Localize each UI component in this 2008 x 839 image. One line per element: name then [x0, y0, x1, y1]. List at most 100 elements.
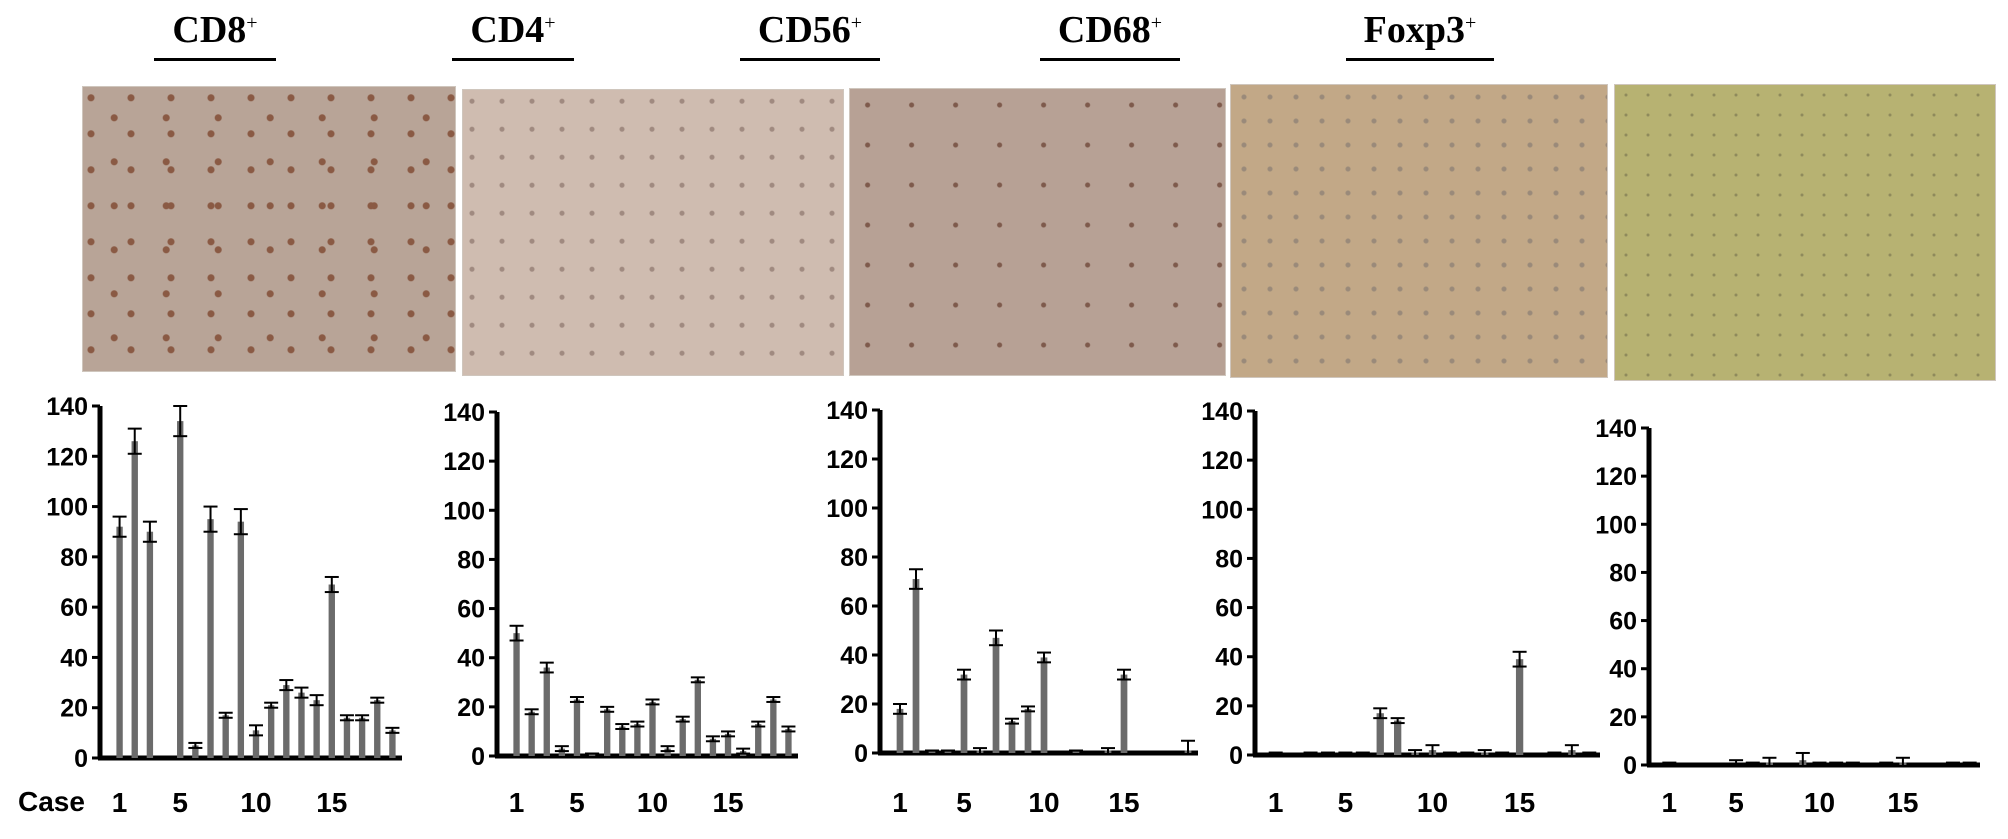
bar: [374, 700, 381, 758]
panel-marker: CD56: [757, 9, 851, 51]
bar: [343, 717, 351, 758]
y-tick-label: 60: [60, 594, 88, 622]
y-tick-label: 140: [46, 393, 88, 421]
bar: [755, 724, 762, 756]
panel-title-cd8: CD8+: [25, 8, 405, 61]
x-tick-label: 15: [1504, 787, 1535, 818]
panel-title-cd56: CD56+: [620, 8, 1000, 61]
bar: [634, 724, 641, 756]
bar: [770, 699, 777, 756]
x-tick-label: 1: [112, 787, 128, 818]
y-tick-label: 60: [1609, 608, 1637, 636]
y-tick-label: 140: [1595, 415, 1637, 443]
bar: [896, 708, 904, 753]
bar: [298, 692, 305, 758]
y-tick-label: 0: [1623, 752, 1637, 780]
y-tick-label: 120: [46, 443, 88, 471]
x-tick-label: 15: [712, 787, 743, 818]
panel-marker: CD8: [172, 9, 247, 51]
x-tick-label: 10: [637, 787, 668, 818]
y-tick-label: 0: [1229, 742, 1243, 770]
case-label: Case: [18, 786, 85, 817]
bar: [1072, 750, 1080, 753]
bar: [1024, 708, 1032, 753]
y-tick-label: 20: [1609, 704, 1637, 732]
bar: [928, 750, 936, 753]
y-tick-label: 0: [471, 743, 485, 771]
y-tick-label: 120: [1201, 447, 1243, 475]
bar: [1376, 713, 1384, 755]
y-tick-label: 20: [60, 695, 88, 723]
x-tick-label: 1: [892, 787, 908, 818]
panel-sup: +: [1465, 12, 1477, 34]
bar: [207, 519, 214, 758]
bar: [649, 701, 656, 756]
panel-marker: Foxp3: [1363, 9, 1466, 51]
panel-sup: +: [850, 12, 863, 34]
bar: [313, 700, 320, 758]
bar: [604, 709, 611, 756]
bar: [1120, 674, 1128, 753]
panel-sup: +: [544, 12, 556, 34]
bar: [252, 730, 260, 758]
y-tick-label: 40: [60, 644, 88, 672]
y-tick-label: 100: [1201, 496, 1243, 524]
bar: [1008, 721, 1016, 753]
y-tick-label: 40: [1215, 644, 1243, 672]
x-tick-label: 5: [1338, 787, 1354, 818]
y-tick-label: 140: [1201, 398, 1243, 426]
y-tick-label: 20: [457, 694, 485, 722]
bar: [267, 705, 275, 758]
bar: [573, 699, 581, 756]
bar: [912, 579, 920, 753]
bar: [588, 753, 596, 756]
y-tick-label: 60: [1215, 595, 1243, 623]
panel-title-cd68: CD68+: [920, 8, 1300, 61]
panel-marker: CD4: [470, 9, 545, 51]
y-tick-label: 120: [826, 446, 868, 474]
panel-sup: +: [1150, 12, 1163, 34]
bar: [619, 726, 626, 756]
x-tick-label: 10: [1417, 787, 1448, 818]
x-tick-label: 5: [1728, 787, 1744, 818]
bar: [146, 531, 154, 758]
bar: [237, 521, 245, 758]
bar: [177, 421, 184, 758]
micrograph-cd8: [82, 86, 456, 372]
x-tick-label: 10: [240, 787, 271, 818]
y-tick-label: 40: [1609, 656, 1637, 684]
y-tick-label: 100: [1595, 511, 1637, 539]
bar: [389, 730, 396, 758]
y-tick-label: 80: [457, 546, 485, 574]
y-tick-label: 20: [1215, 693, 1243, 721]
bar: [222, 715, 229, 758]
bar: [992, 637, 1000, 753]
bar: [724, 733, 732, 756]
x-tick-label: 15: [1887, 787, 1918, 818]
bar: [543, 667, 550, 756]
y-tick-label: 60: [840, 593, 868, 621]
x-tick-label: 15: [316, 787, 347, 818]
panel-marker: CD68: [1057, 9, 1151, 51]
x-tick-label: 1: [1662, 787, 1678, 818]
x-tick-label: 15: [1108, 787, 1139, 818]
y-tick-label: 40: [457, 645, 485, 673]
bar: [528, 711, 535, 756]
bar: [283, 685, 290, 758]
bar: [960, 674, 968, 753]
bar: [192, 745, 199, 758]
y-tick-label: 140: [443, 399, 485, 427]
bar: [1393, 720, 1402, 755]
x-tick-label: 5: [569, 787, 585, 818]
micrograph-cd68: [1230, 84, 1608, 378]
y-tick-label: 0: [854, 740, 868, 768]
micrograph-foxp3: [1614, 84, 1996, 381]
y-tick-label: 80: [1609, 559, 1637, 587]
micrograph-cd4: [462, 89, 844, 376]
y-tick-label: 80: [1215, 545, 1243, 573]
y-tick-label: 120: [1595, 463, 1637, 491]
bar: [358, 717, 366, 758]
y-tick-label: 80: [60, 544, 88, 572]
bar: [785, 728, 792, 756]
panel-title-foxp3: Foxp3+: [1230, 8, 1610, 61]
